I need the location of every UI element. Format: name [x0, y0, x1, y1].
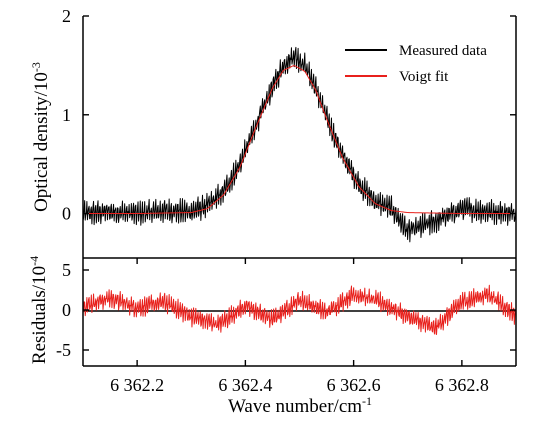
- top-y-axis-title: Optical density/10-3: [29, 62, 52, 212]
- top-y-tick-label-2: 2: [62, 6, 71, 26]
- legend: Measured data Voigt fit: [345, 43, 487, 85]
- bottom-y-tick-label-0: 0: [62, 300, 71, 320]
- top-y-tick-label-1: 1: [62, 105, 71, 125]
- bottom-traces: [82, 284, 517, 335]
- legend-label-measured-data: Measured data: [399, 43, 487, 59]
- bottom-y-axis-title: Residuals/10-4: [27, 256, 50, 364]
- residuals-panel: -5 0 5 6 362.2 6 362.4 6 362.6 6 362.8 Residu…: [27, 256, 517, 417]
- x-ticks: [136, 258, 463, 366]
- x-tick-label-6-362-6: 6 362.6: [327, 375, 381, 395]
- series-measured-data: [82, 46, 517, 243]
- legend-label-voigt-fit: Voigt fit: [399, 69, 449, 85]
- optical-density-panel: 0 1 2 Optical density/10-3 Measured data V…: [29, 6, 517, 259]
- bottom-y-tick-label-5: 5: [62, 260, 71, 280]
- top-traces: [82, 46, 517, 243]
- x-tick-label-6-362-2: 6 362.2: [110, 375, 164, 395]
- top-y-ticks: [83, 15, 516, 215]
- bottom-y-ticks: [83, 269, 516, 351]
- x-tick-label-6-362-8: 6 362.8: [435, 375, 489, 395]
- x-tick-label-6-362-4: 6 362.4: [218, 375, 272, 395]
- series-residuals: [82, 284, 517, 335]
- x-tick-labels: 6 362.2 6 362.4 6 362.6 6 362.8: [110, 375, 489, 395]
- top-y-tick-label-0: 0: [62, 204, 71, 224]
- series-voigt-fit: [83, 65, 516, 215]
- top-y-tick-labels: 0 1 2: [62, 6, 71, 224]
- bottom-y-tick-label-5: -5: [56, 340, 71, 360]
- x-axis-title: Wave number/cm-1: [228, 394, 372, 417]
- bottom-y-tick-labels: -5 0 5: [56, 260, 71, 360]
